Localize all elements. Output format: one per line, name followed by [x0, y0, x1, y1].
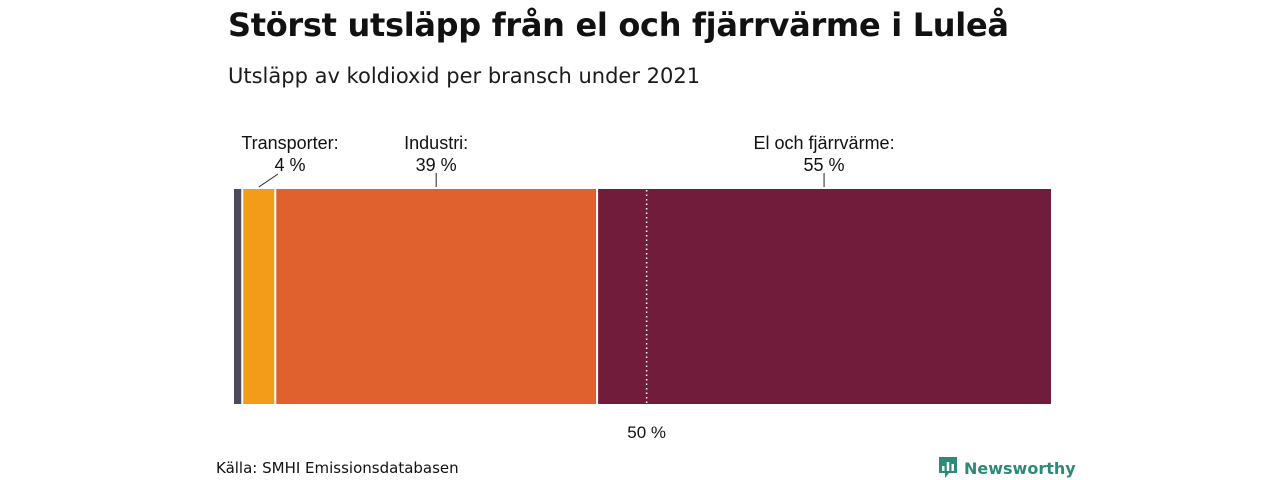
source-note: Källa: SMHI Emissionsdatabasen: [216, 459, 459, 477]
reference-label: 50 %: [627, 423, 666, 442]
segment-name: Transporter:: [241, 133, 338, 153]
bar-segment: [234, 189, 243, 404]
segment-label: El och fjärrvärme:55 %: [754, 133, 895, 187]
segment-value-label: 39 %: [416, 155, 457, 175]
segment-label: Transporter:4 %: [241, 133, 339, 188]
bar-segment-group: [241, 189, 276, 404]
brand-logo: Newsworthy: [938, 456, 1076, 480]
bar-segment: [275, 189, 598, 404]
segment-label: Industri:39 %: [404, 133, 468, 187]
bar-chart-speech-bubble-icon: [939, 457, 957, 478]
segment-value-label: 55 %: [804, 155, 845, 175]
segment-value-label: 4 %: [274, 155, 305, 175]
brand-name: Newsworthy: [964, 458, 1076, 478]
segment-name: El och fjärrvärme:: [754, 133, 895, 153]
bar-segment: [242, 189, 276, 404]
bar-segment-group: [274, 189, 598, 404]
bar-segment-group: [596, 189, 1051, 404]
bar-segment: [597, 189, 1051, 404]
leader-line: [258, 173, 279, 188]
chart-subtitle: Utsläpp av koldioxid per bransch under 2…: [228, 64, 701, 88]
chart-title: Störst utsläpp från el och fjärrvärme i …: [228, 6, 1009, 44]
bar-segment-group: [234, 189, 243, 404]
segment-name: Industri:: [404, 133, 468, 153]
